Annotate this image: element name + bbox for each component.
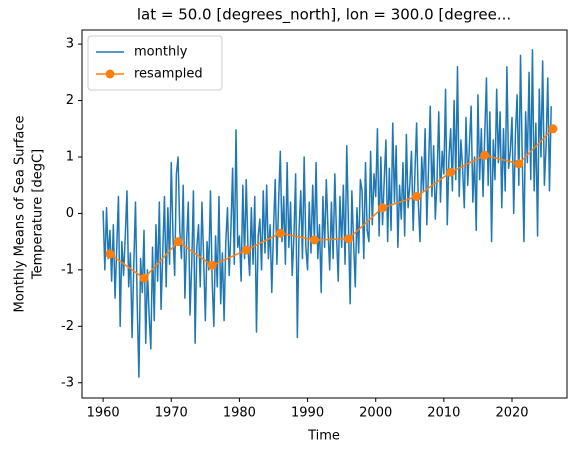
- point: [343, 234, 353, 244]
- x-axis-label: Time: [307, 429, 340, 444]
- legend: monthly resampled: [87, 35, 223, 91]
- point: [446, 167, 456, 177]
- y-axis-label: Monthly Means of Sea Surface: [13, 115, 28, 312]
- y-tick-label: 3: [66, 37, 74, 52]
- y-tick-label: -1: [61, 262, 74, 277]
- x-tick-label: 2010: [427, 406, 460, 421]
- legend-label: resampled: [134, 67, 203, 82]
- point: [309, 235, 319, 245]
- y-tick-label: 2: [66, 93, 74, 108]
- point: [105, 249, 115, 259]
- y-tick-label: 0: [66, 206, 74, 221]
- chart-title: lat = 50.0 [degrees_north], lon = 300.0 …: [137, 6, 511, 25]
- x-tick-label: 2020: [495, 406, 528, 421]
- point: [514, 159, 524, 169]
- x-tick-label: 2000: [359, 406, 392, 421]
- y-axis-label: Temperature [degC]: [31, 149, 46, 280]
- point: [480, 150, 490, 160]
- legend-label: monthly: [134, 45, 188, 60]
- x-tick-label: 1960: [87, 406, 120, 421]
- point: [548, 124, 558, 134]
- y-tick-label: -2: [61, 319, 74, 334]
- point: [139, 273, 149, 283]
- plot-frame: [81, 29, 568, 399]
- point: [275, 228, 285, 238]
- x-tick-label: 1980: [223, 406, 256, 421]
- point: [412, 192, 422, 202]
- series-line: [102, 49, 552, 378]
- x-tick-label: 1990: [291, 406, 324, 421]
- point: [241, 245, 251, 255]
- y-tick-label: 1: [66, 149, 74, 164]
- legend-marker: [105, 69, 115, 79]
- y-tick-label: -3: [61, 375, 74, 390]
- point: [378, 203, 388, 213]
- point: [173, 237, 183, 247]
- x-tick-label: 1970: [155, 406, 188, 421]
- legend-box: [87, 35, 223, 91]
- series-line: [109, 128, 554, 280]
- point: [207, 260, 217, 270]
